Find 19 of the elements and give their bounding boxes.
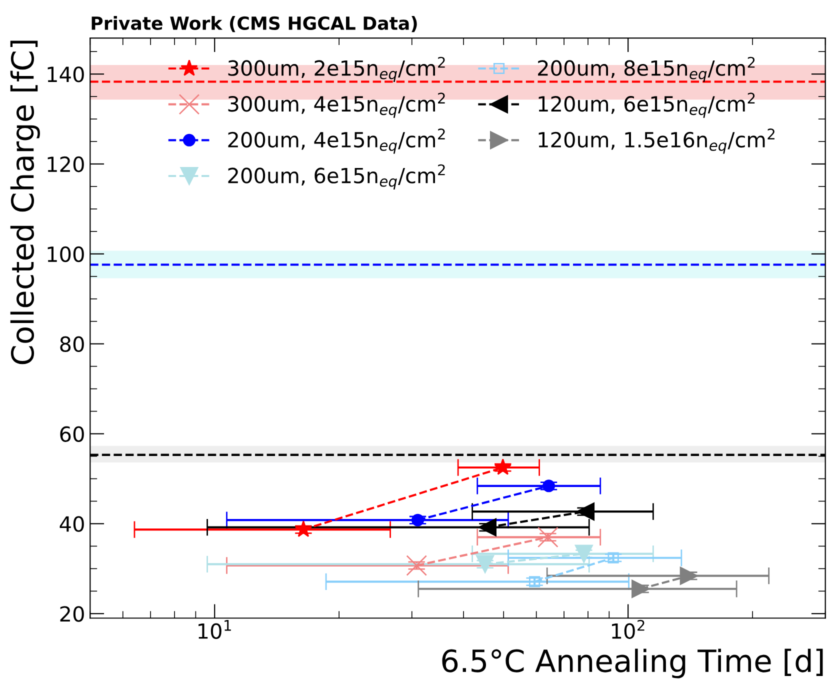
x-tick-label: 10$^{1}$ — [198, 620, 231, 639]
legend-label: 120um, 1.5e16n$_{eq}$/cm$^{2}$ — [538, 128, 774, 154]
y-tick-label: 140 — [48, 66, 84, 82]
legend-label: 300um, 2e15n$_{eq}$/cm$^{2}$ — [228, 56, 445, 82]
y-tick-label: 20 — [60, 606, 84, 622]
y-tick-label: 60 — [60, 426, 84, 442]
legend-label: 200um, 8e15n$_{eq}$/cm$^{2}$ — [538, 56, 755, 82]
y-tick-label: 80 — [60, 336, 84, 352]
y-tick-label: 40 — [60, 516, 84, 532]
legend-label: 300um, 4e15n$_{eq}$/cm$^{2}$ — [228, 92, 445, 118]
legend-label: 120um, 6e15n$_{eq}$/cm$^{2}$ — [538, 92, 755, 118]
legend-label: 200um, 4e15n$_{eq}$/cm$^{2}$ — [228, 128, 445, 154]
legend-label: 200um, 6e15n$_{eq}$/cm$^{2}$ — [228, 164, 445, 190]
y-tick-label: 100 — [48, 246, 84, 262]
x-tick-label: 10$^{2}$ — [612, 620, 644, 639]
x-axis-title: 6.5°C Annealing Time [d] — [442, 648, 823, 678]
y-tick-label: 120 — [48, 156, 84, 172]
chart-title: Private Work (CMS HGCAL Data) — [92, 16, 417, 32]
y-axis-title: Collected Charge [fC] — [10, 40, 40, 364]
